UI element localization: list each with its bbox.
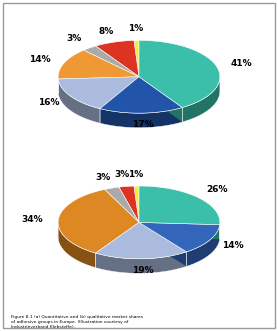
Text: 3%: 3% xyxy=(66,34,81,43)
Polygon shape xyxy=(139,40,220,108)
Polygon shape xyxy=(139,222,220,239)
Polygon shape xyxy=(139,222,187,266)
Polygon shape xyxy=(96,40,139,77)
Polygon shape xyxy=(100,77,182,113)
Polygon shape xyxy=(100,108,182,128)
Polygon shape xyxy=(100,77,139,123)
Polygon shape xyxy=(134,40,139,77)
Text: 16%: 16% xyxy=(38,98,59,107)
Polygon shape xyxy=(96,222,187,259)
Polygon shape xyxy=(58,77,139,94)
Text: 3%: 3% xyxy=(95,173,110,182)
Polygon shape xyxy=(58,77,139,109)
Polygon shape xyxy=(58,50,139,79)
Text: 17%: 17% xyxy=(131,120,153,129)
Polygon shape xyxy=(182,77,220,122)
Polygon shape xyxy=(134,186,139,222)
Text: Figure 8.1 (a) Quantitative and (b) qualitative market shares
of adhesive groups: Figure 8.1 (a) Quantitative and (b) qual… xyxy=(11,315,143,329)
Polygon shape xyxy=(84,46,139,77)
Polygon shape xyxy=(96,222,139,268)
Polygon shape xyxy=(96,252,187,273)
Text: 14%: 14% xyxy=(29,55,51,64)
Text: 26%: 26% xyxy=(206,185,228,194)
Polygon shape xyxy=(139,77,182,122)
Polygon shape xyxy=(119,186,139,222)
Polygon shape xyxy=(58,77,139,94)
Text: 1%: 1% xyxy=(128,24,143,33)
Polygon shape xyxy=(139,222,220,252)
Text: 8%: 8% xyxy=(98,26,114,35)
Text: 41%: 41% xyxy=(231,59,252,68)
Text: 1%: 1% xyxy=(128,170,143,179)
Polygon shape xyxy=(58,79,100,123)
Polygon shape xyxy=(96,222,139,268)
Polygon shape xyxy=(139,186,220,225)
Polygon shape xyxy=(105,187,139,222)
Text: 3%: 3% xyxy=(115,170,130,179)
Text: 19%: 19% xyxy=(131,266,153,275)
Polygon shape xyxy=(58,222,96,268)
Polygon shape xyxy=(100,77,139,123)
Polygon shape xyxy=(58,189,139,253)
Polygon shape xyxy=(139,77,182,122)
Polygon shape xyxy=(139,222,187,266)
Text: 14%: 14% xyxy=(222,241,243,250)
Polygon shape xyxy=(187,225,220,266)
Polygon shape xyxy=(139,222,220,239)
Text: 34%: 34% xyxy=(22,215,43,224)
